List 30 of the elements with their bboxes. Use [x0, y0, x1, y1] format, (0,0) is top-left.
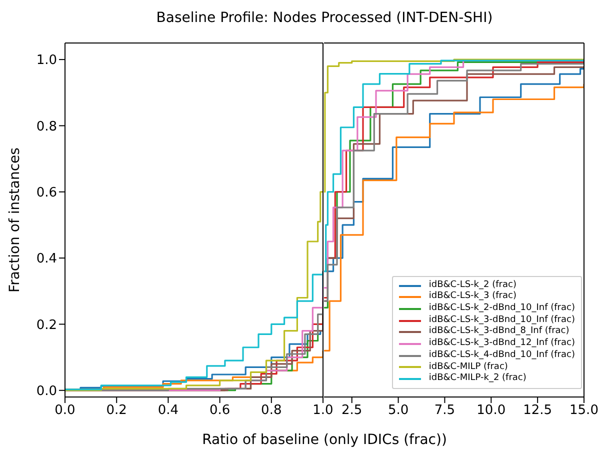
x-tick-label: 0.0 — [54, 403, 76, 418]
x-tick-label: 5.0 — [388, 403, 409, 418]
x-axis-title: Ratio of baseline (only IDICs (frac)) — [201, 432, 448, 448]
y-tick-label: 0.2 — [36, 318, 57, 333]
x-tick-label: 1.0 — [312, 403, 334, 418]
legend-label: idB&C-LS-k_2 (frac) — [428, 280, 516, 291]
x-tick-label: 15.0 — [570, 403, 598, 418]
legend-label: idB&C-LS-k_3-dBnd_8_Inf (frac) — [428, 326, 570, 338]
x-tick-label: 0.8 — [261, 403, 282, 418]
legend-label: idB&C-MILP-k_2 (frac) — [428, 373, 526, 385]
x-tick-label: 0.4 — [158, 403, 179, 418]
chart-title: Baseline Profile: Nodes Processed (INT-DEN-SHI) — [155, 10, 494, 26]
y-axis-title: Fraction of instances — [7, 148, 23, 292]
legend-label: idB&C-LS-k_3 (frac) — [428, 291, 516, 303]
x-tick-label: 2.5 — [342, 403, 362, 418]
y-tick-label: 1.0 — [36, 53, 57, 68]
x-tick-label: 12.5 — [523, 403, 552, 418]
y-tick-label: 0.0 — [36, 384, 57, 399]
legend-label: idB&C-LS-k_2-dBnd_10_Inf (frac) — [428, 303, 575, 315]
y-tick-label: 0.6 — [36, 185, 57, 200]
x-tick-label: 0.2 — [106, 403, 127, 418]
x-tick-label: 7.5 — [434, 403, 456, 418]
x-tick-label: 10.0 — [476, 403, 506, 418]
legend-label: idB&C-LS-k_3-dBnd_12_Inf (frac) — [428, 338, 575, 350]
legend-label: idB&C-LS-k_4-dBnd_10_Inf (frac) — [428, 350, 575, 362]
legend-label: idB&C-LS-k_3-dBnd_10_Inf (frac) — [428, 314, 575, 326]
legend-label: idB&C-MILP (frac) — [428, 362, 508, 373]
x-tick-label: 0.6 — [209, 403, 230, 418]
y-tick-label: 0.8 — [36, 119, 57, 134]
y-tick-label: 0.4 — [36, 252, 57, 267]
